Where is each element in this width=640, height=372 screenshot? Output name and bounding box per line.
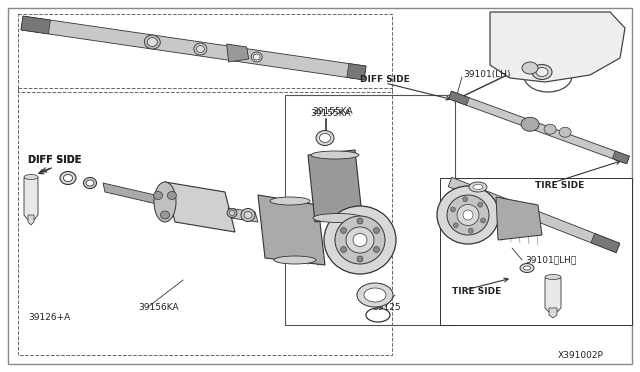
Ellipse shape	[437, 186, 499, 244]
Polygon shape	[612, 151, 629, 164]
Ellipse shape	[524, 266, 531, 270]
Polygon shape	[496, 197, 542, 240]
Ellipse shape	[357, 283, 393, 307]
Ellipse shape	[521, 117, 539, 131]
Ellipse shape	[63, 174, 72, 182]
Ellipse shape	[463, 210, 473, 220]
Ellipse shape	[319, 134, 330, 142]
Polygon shape	[103, 183, 170, 207]
Ellipse shape	[340, 247, 346, 253]
Polygon shape	[21, 16, 51, 34]
Ellipse shape	[353, 234, 367, 247]
Ellipse shape	[522, 62, 538, 74]
Ellipse shape	[357, 256, 363, 262]
Text: 39155KA: 39155KA	[312, 108, 353, 116]
Text: DIFF SIDE: DIFF SIDE	[28, 155, 81, 165]
Ellipse shape	[316, 131, 334, 145]
Text: TIRE SIDE: TIRE SIDE	[535, 180, 584, 189]
Ellipse shape	[241, 208, 255, 221]
Ellipse shape	[60, 171, 76, 185]
Ellipse shape	[244, 212, 252, 218]
Ellipse shape	[86, 180, 94, 186]
Ellipse shape	[536, 67, 548, 77]
Ellipse shape	[24, 174, 38, 180]
Ellipse shape	[227, 208, 237, 218]
Text: 39126+A: 39126+A	[28, 314, 70, 323]
Polygon shape	[449, 91, 629, 164]
Ellipse shape	[251, 52, 262, 62]
Polygon shape	[258, 195, 325, 265]
Ellipse shape	[83, 177, 97, 189]
Polygon shape	[448, 177, 620, 253]
Polygon shape	[28, 215, 34, 225]
Ellipse shape	[154, 182, 176, 222]
Text: 39101〈LH〉: 39101〈LH〉	[525, 256, 576, 264]
Ellipse shape	[357, 218, 363, 224]
Polygon shape	[347, 64, 366, 80]
Ellipse shape	[313, 214, 363, 222]
Ellipse shape	[477, 202, 483, 207]
Polygon shape	[24, 178, 38, 220]
Ellipse shape	[374, 247, 380, 253]
Ellipse shape	[544, 124, 556, 134]
Polygon shape	[21, 16, 366, 80]
Ellipse shape	[447, 195, 489, 235]
Ellipse shape	[469, 182, 487, 192]
Ellipse shape	[481, 218, 486, 223]
Ellipse shape	[230, 211, 234, 215]
Ellipse shape	[468, 228, 473, 233]
Ellipse shape	[374, 228, 380, 234]
Text: TIRE SIDE: TIRE SIDE	[452, 288, 501, 296]
Ellipse shape	[161, 211, 170, 219]
Ellipse shape	[453, 223, 458, 228]
Polygon shape	[285, 95, 455, 325]
Ellipse shape	[532, 64, 552, 80]
Text: 39101(LH): 39101(LH)	[463, 70, 511, 78]
Ellipse shape	[168, 192, 177, 199]
Polygon shape	[449, 91, 469, 105]
Text: 39125: 39125	[372, 304, 401, 312]
Ellipse shape	[253, 54, 260, 60]
Ellipse shape	[335, 216, 385, 264]
Ellipse shape	[194, 43, 207, 55]
Polygon shape	[440, 178, 632, 325]
Polygon shape	[227, 44, 249, 62]
Ellipse shape	[463, 197, 468, 202]
Polygon shape	[490, 12, 625, 82]
Text: 39155KA: 39155KA	[310, 109, 351, 118]
Polygon shape	[591, 234, 620, 253]
Polygon shape	[545, 278, 561, 313]
Ellipse shape	[270, 197, 310, 205]
Ellipse shape	[340, 228, 346, 234]
Polygon shape	[8, 8, 632, 364]
Ellipse shape	[545, 275, 561, 279]
Ellipse shape	[364, 288, 386, 302]
Polygon shape	[165, 182, 235, 232]
Ellipse shape	[145, 35, 161, 49]
Ellipse shape	[520, 263, 534, 273]
Polygon shape	[228, 208, 258, 222]
Ellipse shape	[451, 207, 456, 212]
Polygon shape	[549, 308, 557, 318]
Ellipse shape	[154, 192, 163, 199]
Text: X391002P: X391002P	[558, 350, 604, 359]
Ellipse shape	[196, 45, 204, 52]
Text: DIFF SIDE: DIFF SIDE	[28, 155, 81, 165]
Ellipse shape	[457, 205, 479, 225]
Ellipse shape	[473, 185, 483, 189]
Ellipse shape	[559, 127, 571, 137]
Polygon shape	[308, 150, 362, 222]
Ellipse shape	[324, 206, 396, 274]
Ellipse shape	[274, 256, 316, 264]
Text: 39156KA: 39156KA	[138, 304, 179, 312]
Ellipse shape	[147, 38, 157, 46]
Ellipse shape	[311, 151, 359, 159]
Ellipse shape	[346, 227, 374, 253]
Text: DIFF SIDE: DIFF SIDE	[360, 76, 410, 84]
